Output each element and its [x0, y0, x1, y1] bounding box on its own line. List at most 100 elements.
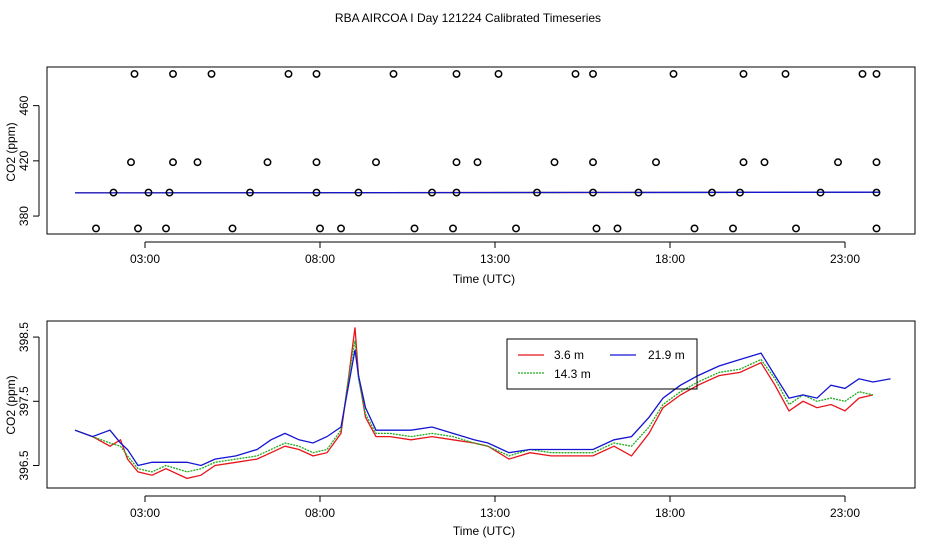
scatter-point — [690, 224, 699, 233]
bottom-x-axis-label: Time (UTC) — [453, 524, 515, 538]
scatter-point — [792, 224, 800, 233]
y-tick-label: 398.5 — [17, 322, 31, 352]
scatter-point — [739, 69, 748, 78]
scatter-point — [207, 69, 216, 78]
top-panel: 380 420 460 03:00 08:00 13:00 18:00 23:00 Time… — [4, 66, 916, 286]
scatter-point — [452, 69, 461, 78]
series-line-3-6-m — [74, 327, 874, 480]
scatter-point — [410, 224, 419, 233]
x-tick-label: 18:00 — [655, 506, 685, 520]
scatter-point — [144, 188, 153, 197]
bottom-plot-frame — [46, 320, 916, 489]
x-tick-label: 18:00 — [655, 252, 685, 266]
scatter-point — [165, 188, 174, 197]
top-scatter-points — [92, 69, 881, 233]
scatter-point — [109, 188, 118, 197]
scatter-point — [284, 69, 293, 78]
y-tick-label: 397.5 — [17, 386, 31, 416]
bottom-panel: 396.5 397.5 398.5 03:00 08:00 13:00 18:00 23:0… — [4, 320, 916, 538]
scatter-point — [92, 224, 100, 233]
scatter-point — [589, 158, 597, 167]
y-tick-label: 380 — [17, 206, 31, 226]
x-tick-label: 23:00 — [830, 506, 860, 520]
scatter-point — [473, 158, 482, 167]
scatter-point — [127, 158, 135, 167]
top-x-axis-label: Time (UTC) — [453, 272, 515, 286]
scatter-point — [372, 158, 380, 167]
legend: 3.6 m 21.9 m 14.3 m — [506, 338, 698, 390]
scatter-point — [634, 188, 643, 197]
x-tick-label: 08:00 — [305, 252, 335, 266]
series-line-21-9-m — [74, 191, 881, 194]
scatter-point — [494, 69, 503, 78]
scatter-point — [571, 69, 580, 78]
scatter-point — [134, 224, 142, 233]
scatter-point — [652, 158, 660, 167]
scatter-point — [834, 158, 842, 167]
scatter-point — [316, 224, 324, 233]
x-tick-label: 23:00 — [830, 252, 860, 266]
scatter-point — [550, 158, 559, 167]
scatter-point — [193, 158, 202, 167]
scatter-point — [169, 158, 177, 167]
scatter-point — [130, 69, 139, 78]
scatter-point — [858, 69, 867, 78]
top-y-axis-label: CO2 (ppm) — [4, 122, 18, 181]
chart-title: RBA AIRCOA I Day 121224 Calibrated Times… — [335, 11, 601, 25]
scatter-point — [816, 188, 825, 197]
scatter-point — [246, 188, 254, 197]
scatter-point — [589, 188, 597, 197]
scatter-point — [872, 188, 881, 197]
scatter-point — [312, 188, 321, 197]
x-tick-label: 03:00 — [130, 506, 160, 520]
scatter-point — [452, 188, 461, 197]
scatter-point — [669, 69, 678, 78]
legend-label-21-9m: 21.9 m — [648, 348, 685, 362]
scatter-point — [312, 158, 321, 167]
scatter-point — [613, 224, 622, 233]
series-line-21-9-m — [74, 349, 891, 467]
scatter-point — [354, 188, 363, 197]
scatter-point — [228, 224, 237, 233]
scatter-point — [389, 69, 398, 78]
x-tick-label: 13:00 — [480, 506, 510, 520]
series-line-14-3-m — [74, 340, 874, 473]
scatter-point — [449, 224, 457, 233]
x-tick-label: 13:00 — [480, 252, 510, 266]
bottom-y-ticks: 396.5 397.5 398.5 — [17, 322, 40, 481]
scatter-point — [312, 69, 321, 78]
scatter-point — [736, 188, 744, 197]
scatter-point — [739, 158, 748, 167]
bottom-series-lines — [74, 327, 891, 480]
top-series-lines — [74, 191, 881, 194]
x-tick-label: 03:00 — [130, 252, 160, 266]
scatter-point — [452, 158, 461, 167]
scatter-point — [729, 224, 737, 233]
scatter-point — [162, 224, 170, 233]
y-tick-label: 460 — [17, 95, 31, 115]
scatter-point — [428, 188, 436, 197]
scatter-point — [872, 158, 881, 167]
bottom-x-ticks: 03:00 08:00 13:00 18:00 23:00 — [130, 495, 860, 520]
x-tick-label: 08:00 — [305, 506, 335, 520]
legend-box — [506, 338, 698, 390]
scatter-point — [781, 69, 790, 78]
scatter-point — [872, 69, 881, 78]
top-y-ticks: 380 420 460 — [17, 95, 40, 226]
scatter-point — [512, 224, 520, 233]
scatter-point — [872, 224, 881, 233]
bottom-y-axis-label: CO2 (ppm) — [4, 375, 18, 434]
scatter-point — [533, 188, 541, 197]
y-tick-label: 420 — [17, 151, 31, 171]
y-tick-label: 396.5 — [17, 450, 31, 480]
top-x-ticks: 03:00 08:00 13:00 18:00 23:00 — [130, 241, 860, 266]
top-plot-frame — [46, 66, 916, 235]
scatter-point — [589, 69, 597, 78]
legend-label-14-3m: 14.3 m — [554, 367, 591, 381]
scatter-point — [592, 224, 601, 233]
scatter-point — [169, 69, 177, 78]
scatter-point — [760, 158, 769, 167]
scatter-point — [708, 188, 716, 197]
scatter-point — [263, 158, 272, 167]
